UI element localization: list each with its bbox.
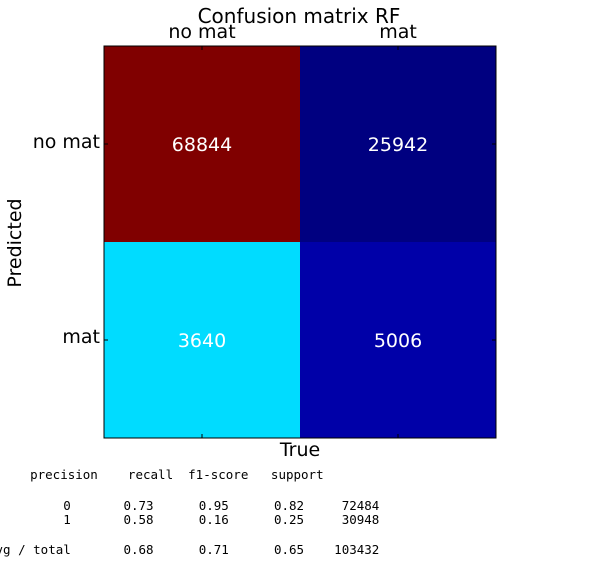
cell-value-1-1: 5006 [374, 330, 422, 352]
plot-frame [103, 45, 497, 439]
confusion-matrix-plot: 68844 25942 3640 5006 [103, 45, 497, 439]
report-row-0: 0 0.73 0.95 0.82 72484 [0, 498, 380, 513]
y-axis-label: Predicted [4, 198, 26, 288]
x-tick-label-mat: mat [379, 21, 417, 43]
x-axis-label: True [279, 439, 321, 461]
matrix-cell-0-1 [300, 46, 496, 242]
matrix-cell-0-0 [104, 46, 300, 242]
cell-value-0-1: 25942 [368, 134, 428, 156]
chart-title: Confusion matrix RF [197, 4, 401, 28]
matrix-cell-1-0 [104, 242, 300, 438]
report-row-avg: avg / total 0.68 0.71 0.65 103432 [0, 542, 380, 557]
report-header: precision recall f1-score support [0, 467, 324, 482]
report-row-1: 1 0.58 0.16 0.25 30948 [0, 512, 380, 527]
x-tick-label-no-mat: no mat [168, 21, 236, 43]
y-tick-label-mat: mat [62, 326, 100, 348]
matrix-cell-1-1 [300, 242, 496, 438]
cell-value-0-0: 68844 [172, 134, 232, 156]
cell-value-1-0: 3640 [178, 330, 226, 352]
y-tick-label-no-mat: no mat [32, 131, 100, 153]
